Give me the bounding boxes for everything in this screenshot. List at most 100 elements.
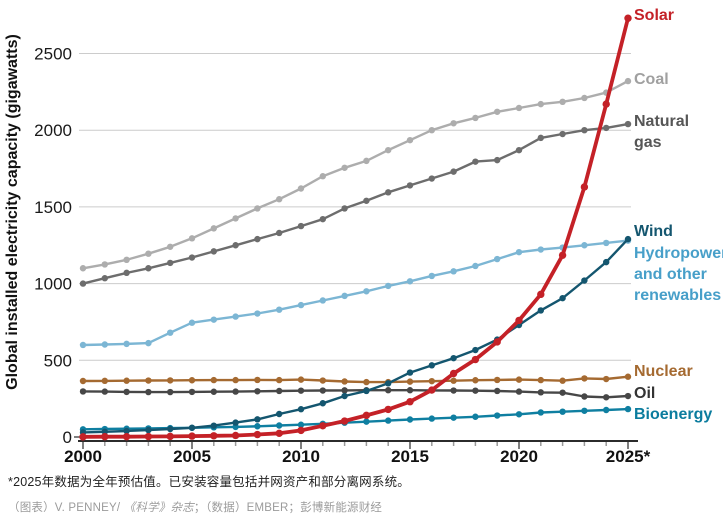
point-hydropower-and-other-renewables-2014 [385,282,392,290]
point-solar-2022 [558,251,567,259]
point-oil-2009 [276,387,283,395]
point-natural-gas-2019 [494,156,501,164]
point-nuclear-2017 [450,377,457,384]
point-natural-gas-2011 [319,215,326,223]
line-coal [82,80,629,270]
point-hydropower-and-other-renewables-2009 [276,306,283,313]
point-nuclear-2012 [341,378,348,385]
point-oil-2002 [123,388,130,396]
point-coal-2004 [167,243,174,250]
point-natural-gas-2017 [450,168,457,175]
point-natural-gas-2021 [537,134,544,142]
point-solar-2024 [602,100,610,108]
credit-chart-by: （图表）V. PENNEY/ [8,502,124,514]
point-hydropower-and-other-renewables-2007 [232,313,239,320]
point-hydropower-and-other-renewables-2004 [167,329,174,336]
line-oil [82,389,629,399]
point-solar-2012 [340,417,349,425]
point-nuclear-2008 [254,376,261,384]
point-hydropower-and-other-renewables-2000 [79,341,87,349]
point-solar-2020 [515,316,523,325]
point-oil-2011 [319,387,326,394]
point-coal-2015 [406,136,414,144]
point-coal-2001 [101,261,109,268]
point-wind-2002 [123,427,130,435]
point-natural-gas-2006 [210,248,217,255]
point-hydropower-and-other-renewables-2017 [450,268,457,275]
point-nuclear-2021 [537,376,544,384]
y-tick-label-2500: 2500 [34,45,72,64]
point-wind-2007 [232,419,239,426]
point-nuclear-2018 [472,377,479,384]
y-tick-label-1000: 1000 [34,275,72,294]
point-bioenergy-2024 [603,406,610,414]
point-oil-2020 [515,388,523,395]
point-oil-2022 [559,389,566,396]
point-wind-2025 [624,235,632,243]
point-natural-gas-2025 [624,120,632,128]
point-hydropower-and-other-renewables-2023 [581,242,588,249]
point-natural-gas-2002 [123,269,130,277]
point-hydropower-and-other-renewables-2012 [341,292,348,300]
point-wind-2010 [297,406,305,413]
point-solar-2008 [253,430,262,439]
point-hydropower-and-other-renewables-2013 [363,288,370,295]
point-wind-2008 [254,416,261,423]
point-natural-gas-2000 [79,280,87,287]
point-solar-2017 [449,369,458,378]
point-hydropower-and-other-renewables-2001 [101,341,109,348]
point-nuclear-2001 [101,377,109,385]
point-solar-2003 [144,432,153,441]
point-oil-2018 [472,387,479,394]
point-oil-2001 [101,388,109,395]
point-bioenergy-2016 [428,415,435,422]
point-bioenergy-2010 [297,421,305,428]
point-coal-2002 [123,256,130,264]
point-wind-2015 [406,369,414,376]
point-wind-2006 [210,422,217,429]
point-nuclear-2020 [515,376,523,383]
point-coal-2000 [79,265,87,272]
point-wind-2023 [581,277,588,284]
chart-footnote: *2025年数据为全年预估值。已安装容量包括并网资产和部分离网系统。 [8,475,410,489]
series-label-nuclear: Nuclear [634,363,693,380]
point-hydropower-and-other-renewables-2020 [515,248,523,256]
point-solar-2005 [188,432,196,440]
point-natural-gas-2010 [297,222,305,230]
credit-journal: 《科学》杂志 [123,502,194,514]
series-label-wind: Wind [634,223,673,240]
point-bioenergy-2018 [472,413,479,420]
point-hydropower-and-other-renewables-2003 [145,339,152,347]
point-nuclear-2024 [603,375,610,383]
point-bioenergy-2008 [254,423,261,430]
point-solar-2009 [275,429,283,438]
point-solar-2014 [384,405,392,414]
point-coal-2009 [276,196,283,203]
point-hydropower-and-other-renewables-2008 [254,310,261,317]
point-wind-2011 [319,400,326,407]
point-wind-2022 [559,294,566,302]
point-coal-2025 [624,77,632,85]
point-nuclear-2025 [624,373,632,380]
point-hydropower-and-other-renewables-2021 [537,246,544,253]
point-oil-2025 [624,392,632,400]
point-solar-2016 [428,386,436,394]
point-oil-2021 [537,389,544,396]
point-wind-2016 [428,362,435,369]
point-bioenergy-2023 [581,407,588,414]
point-solar-2000 [79,433,87,441]
point-hydropower-and-other-renewables-2019 [494,255,501,263]
point-coal-2021 [537,100,544,108]
point-oil-2012 [341,387,348,394]
point-nuclear-2016 [428,377,435,385]
series-label-hydropower-and-other-renewables-3: renewables [634,287,721,304]
x-tick-label-2005: 2005 [173,447,211,466]
point-nuclear-2000 [79,377,87,385]
point-bioenergy-2022 [559,408,566,415]
point-solar-2006 [210,432,218,440]
point-natural-gas-2009 [276,229,283,237]
point-nuclear-2010 [297,376,305,383]
point-solar-2019 [493,338,501,346]
point-coal-2019 [494,108,501,115]
point-oil-2010 [297,387,305,394]
